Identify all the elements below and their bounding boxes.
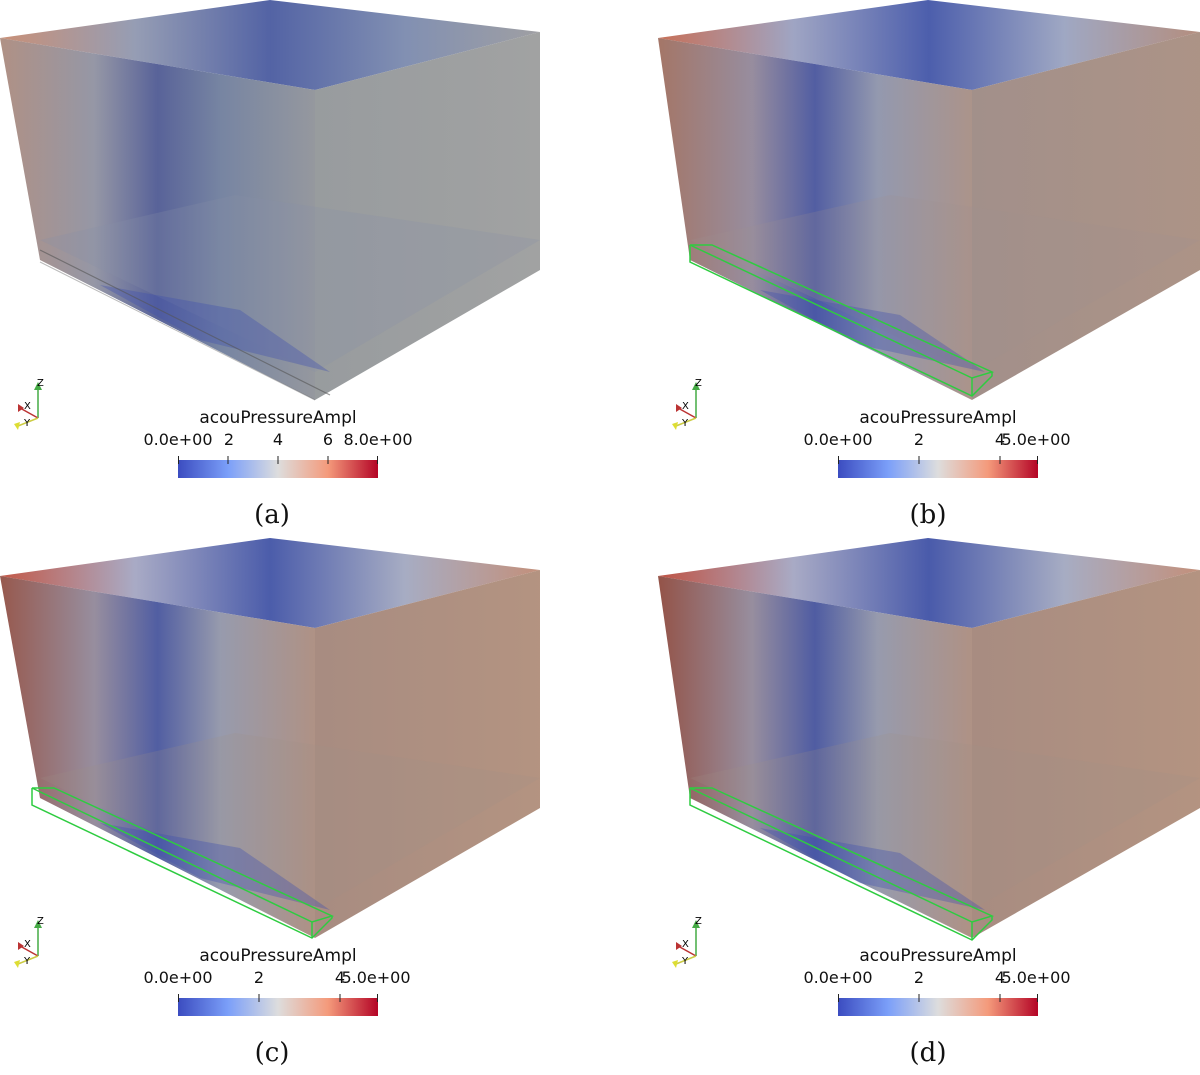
colorbar-tick: 0.0e+00 xyxy=(143,968,213,987)
axis-x-label: X xyxy=(24,939,31,950)
panel-caption: (b) xyxy=(909,500,947,530)
orientation-axes: Z X Y xyxy=(10,916,50,976)
colorbar-tick: 5.0e+00 xyxy=(341,968,411,987)
room-front-face xyxy=(658,38,972,400)
inlet-outline xyxy=(689,787,995,941)
panel-caption: (a) xyxy=(254,500,290,530)
room-top-face xyxy=(0,538,540,628)
panel-caption: (c) xyxy=(254,1038,290,1068)
colorbar-tick: 0.0e+00 xyxy=(803,968,873,987)
colorbar-tick: 4 xyxy=(334,968,346,987)
room-top-face xyxy=(658,0,1200,90)
room-render xyxy=(0,0,540,401)
colorbar-title: acouPressureAmpl xyxy=(859,408,1017,428)
axis-x-label: X xyxy=(682,939,689,950)
colorbar-title: acouPressureAmpl xyxy=(199,946,357,966)
inlet-outline xyxy=(689,244,995,397)
colorbar-tick: 4 xyxy=(272,430,284,449)
colorbar-tick: 2 xyxy=(913,968,925,987)
room-top-face xyxy=(658,538,1200,628)
inlet-outline xyxy=(31,787,335,939)
axis-y-label: Y xyxy=(24,418,31,429)
axis-y-label: Y xyxy=(682,418,689,429)
colorbar-tick: 4 xyxy=(994,430,1006,449)
colorbar-tick: 4 xyxy=(994,968,1006,987)
colorbar-title: acouPressureAmpl xyxy=(859,946,1017,966)
orientation-axes: Z X Y xyxy=(10,378,50,438)
colorbar xyxy=(178,994,378,1016)
colorbar-tick: 5.0e+00 xyxy=(1001,968,1071,987)
axis-z-label: Z xyxy=(695,378,702,389)
panel-d: Z X Y acouPressureAmpl 0.0e+00 2 4 5.0e+… xyxy=(600,538,1200,1075)
colorbar-tick: 2 xyxy=(223,430,235,449)
colorbar-tick: 0.0e+00 xyxy=(803,430,873,449)
axis-x-label: X xyxy=(682,401,689,412)
axis-z-label: Z xyxy=(37,378,44,389)
colorbar-tick: 8.0e+00 xyxy=(343,430,413,449)
colorbar-tick: 2 xyxy=(253,968,265,987)
axis-x-label: X xyxy=(24,401,31,412)
panel-b: Z X Y acouPressureAmpl 0.0e+00 2 4 5.0e+… xyxy=(600,0,1200,537)
axis-z-label: Z xyxy=(37,916,44,927)
colorbar-title: acouPressureAmpl xyxy=(199,408,357,428)
panel-c: Z X Y acouPressureAmpl 0.0e+00 2 4 5.0e+… xyxy=(0,538,600,1075)
axis-y-label: Y xyxy=(682,956,689,967)
panel-a: Z X Y acouPressureAmpl 0.0e+00 2 4 6 8.0… xyxy=(0,0,600,537)
room-right-face xyxy=(315,32,540,400)
colorbar-tick: 0.0e+00 xyxy=(143,430,213,449)
room-right-face xyxy=(972,32,1200,400)
room-render xyxy=(658,0,1200,400)
orientation-axes: Z X Y xyxy=(668,916,708,976)
axis-z-label: Z xyxy=(695,916,702,927)
room-front-face xyxy=(0,38,315,400)
room-right-face xyxy=(972,570,1200,938)
panel-caption: (d) xyxy=(909,1038,947,1068)
room-front-face xyxy=(658,576,972,938)
room-right-face xyxy=(315,570,540,938)
axis-y-label: Y xyxy=(24,956,31,967)
colorbar xyxy=(838,456,1038,478)
colorbar-tick: 5.0e+00 xyxy=(1001,430,1071,449)
colorbar-tick: 2 xyxy=(913,430,925,449)
room-render xyxy=(0,538,540,939)
colorbar xyxy=(838,994,1038,1016)
colorbar-tick: 6 xyxy=(322,430,334,449)
orientation-axes: Z X Y xyxy=(668,378,708,438)
colorbar xyxy=(178,456,378,478)
room-top-face xyxy=(0,0,540,90)
room-front-face xyxy=(0,576,315,938)
room-render xyxy=(658,538,1200,941)
